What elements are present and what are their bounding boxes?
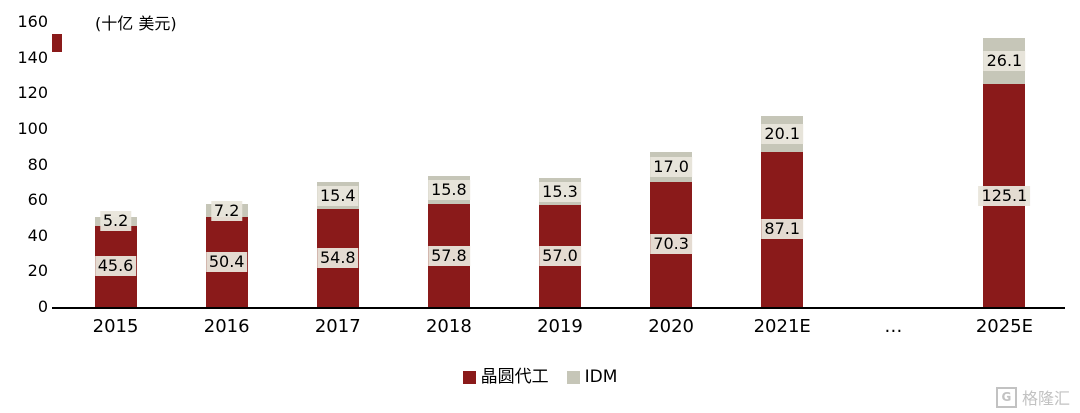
x-axis-label: 2018 xyxy=(425,316,472,337)
bar-column: 87.1 20.1 xyxy=(727,22,838,307)
idm-value-label: 15.4 xyxy=(316,185,359,206)
x-axis-label: 2025E xyxy=(975,316,1034,337)
foundry-value-label: 57.0 xyxy=(539,246,581,267)
foundry-value-label: 54.8 xyxy=(316,248,359,269)
foundry-value-label: 125.1 xyxy=(978,185,1031,206)
watermark: G 格隆汇 xyxy=(995,385,1070,409)
legend: 晶圆代工 IDM xyxy=(0,368,1080,386)
y-tick-label: 20 xyxy=(27,261,48,281)
bar-column: 70.3 17.0 xyxy=(616,22,727,307)
x-axis-line xyxy=(52,307,1065,309)
y-tick-label: 120 xyxy=(17,83,48,103)
x-axis-label: 2016 xyxy=(203,316,250,337)
x-axis-label: 2020 xyxy=(648,316,694,337)
bar-column: 50.4 7.2 xyxy=(171,22,282,307)
foundry-value-label: 57.8 xyxy=(428,245,470,266)
y-tick-label: 60 xyxy=(27,190,48,210)
idm-value-label: 15.3 xyxy=(539,181,581,202)
y-tick-label: 160 xyxy=(17,12,48,31)
bar-column xyxy=(838,22,949,307)
x-axis-label: 2019 xyxy=(537,316,583,337)
idm-value-label: 17.0 xyxy=(650,156,692,177)
gelonghui-logo-icon: G xyxy=(995,386,1017,408)
foundry-value-label: 70.3 xyxy=(650,234,692,255)
bar-column: 125.1 26.1 xyxy=(949,22,1060,307)
plot-area: 45.6 5.2 50.4 7.2 54.8 15.4 57.8 15.8 57.0 15.3 70… xyxy=(60,22,1060,307)
foundry-legend-swatch xyxy=(462,370,476,384)
idm-value-label: 26.1 xyxy=(983,50,1026,71)
idm-legend-swatch xyxy=(566,370,580,384)
x-axis-label: … xyxy=(884,316,903,337)
legend-item: IDM xyxy=(566,367,618,387)
legend-label: IDM xyxy=(584,367,618,387)
y-axis: 0 20 40 60 80 100 120 140 160 xyxy=(0,12,48,316)
bar-column: 57.0 15.3 xyxy=(504,22,615,307)
y-tick-label: 0 xyxy=(37,297,48,316)
y-tick-label: 40 xyxy=(27,225,48,245)
bar-column: 57.8 15.8 xyxy=(393,22,504,307)
x-axis-label: 2021E xyxy=(753,316,811,337)
x-axis-labels: 2015 2016 2017 2018 2019 2020 2021E … 2025E xyxy=(60,315,1060,339)
idm-value-label: 15.8 xyxy=(428,179,470,200)
idm-value-label: 7.2 xyxy=(210,200,243,221)
idm-value-label: 5.2 xyxy=(99,211,132,232)
foundry-value-label: 45.6 xyxy=(94,256,137,277)
legend-label: 晶圆代工 xyxy=(480,367,549,387)
unit-label: (十亿 美元) xyxy=(95,14,177,33)
y-tick-label: 80 xyxy=(27,154,48,174)
bar-column: 45.6 5.2 xyxy=(60,22,171,307)
x-axis-label: 2015 xyxy=(92,316,139,337)
idm-value-label: 20.1 xyxy=(761,123,804,144)
legend-item: 晶圆代工 xyxy=(462,367,549,387)
y-tick-label: 100 xyxy=(17,118,48,138)
foundry-value-label: 87.1 xyxy=(761,219,804,240)
x-axis-label: 2017 xyxy=(314,316,361,337)
watermark-text: 格隆汇 xyxy=(1021,389,1070,408)
y-axis-top-marker xyxy=(52,34,62,52)
y-tick-label: 140 xyxy=(17,47,48,67)
bar-column: 54.8 15.4 xyxy=(282,22,393,307)
foundry-value-label: 50.4 xyxy=(205,252,248,273)
